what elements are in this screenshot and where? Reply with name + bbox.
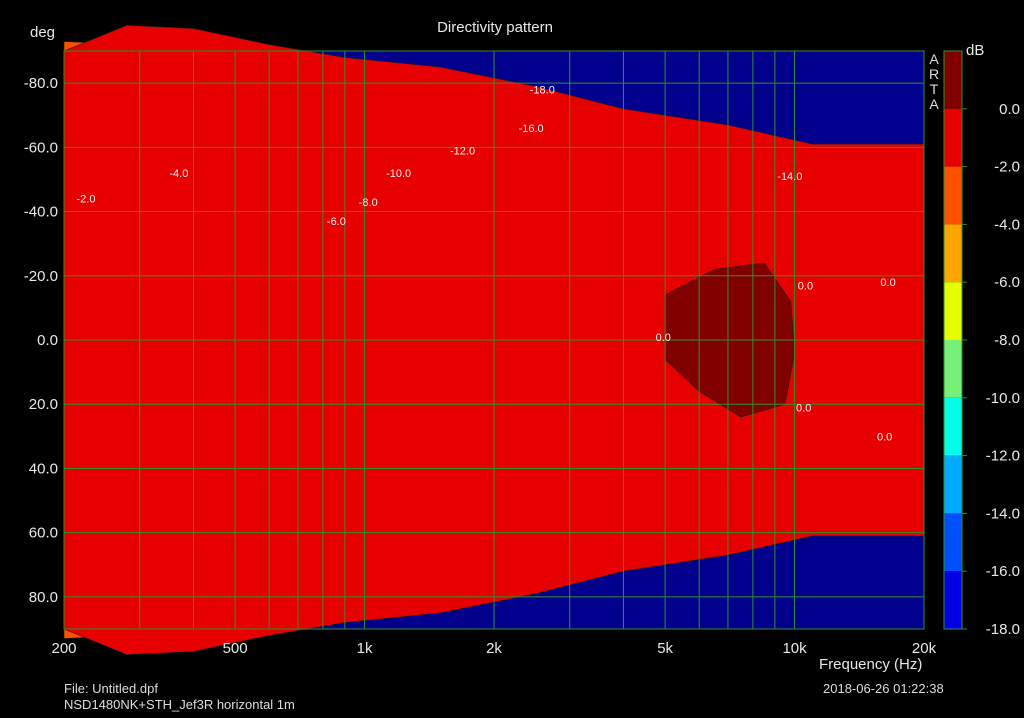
- contour-label: -16.0: [519, 123, 544, 135]
- colorbar-tick-label: -4.0: [994, 216, 1020, 233]
- colorbar-swatch: [944, 51, 962, 109]
- colorbar-swatch: [944, 455, 962, 514]
- contour-label: 0.0: [798, 280, 813, 292]
- colorbar-tick-label: -12.0: [986, 448, 1020, 465]
- colorbar-swatch: [944, 282, 962, 340]
- colorbar-tick-label: -2.0: [994, 159, 1020, 176]
- x-tick-label: 500: [223, 640, 248, 657]
- x-tick-label: 20k: [912, 640, 937, 657]
- y-tick-label: -80.0: [24, 75, 58, 92]
- contour-label: -4.0: [169, 168, 188, 180]
- x-axis-label: Frequency (Hz): [819, 656, 923, 673]
- contour-label: -6.0: [327, 216, 346, 228]
- colorbar-swatch: [944, 108, 962, 167]
- y-tick-label: 40.0: [29, 460, 58, 477]
- colorbar-tick-label: -6.0: [994, 274, 1020, 291]
- y-axis-unit: deg: [30, 24, 56, 41]
- x-tick-label: 200: [51, 640, 76, 657]
- file-name: File: Untitled.dpf: [64, 681, 158, 696]
- contour-label: 0.0: [656, 332, 671, 344]
- contour-label: -14.0: [777, 171, 802, 183]
- colorbar-tick-label: -18.0: [986, 621, 1020, 638]
- y-tick-label: 60.0: [29, 525, 58, 542]
- plot-frame: [63, 50, 925, 630]
- y-tick-label: 80.0: [29, 589, 58, 606]
- x-tick-label: 10k: [782, 640, 807, 657]
- x-tick-label: 2k: [486, 640, 502, 657]
- contour-label: 0.0: [880, 277, 895, 289]
- colorbar-tick-label: -16.0: [986, 563, 1020, 580]
- colorbar-unit: dB: [966, 42, 985, 59]
- y-tick-label: -40.0: [24, 204, 58, 221]
- contour-label: 0.0: [796, 402, 811, 414]
- colorbar-tick-label: -10.0: [986, 390, 1020, 407]
- colorbar-tick-label: -14.0: [986, 505, 1020, 522]
- colorbar-swatch: [944, 513, 962, 572]
- colorbar-swatch: [944, 224, 962, 283]
- colorbar-swatch: [944, 340, 962, 398]
- y-tick-label: 0.0: [37, 332, 58, 349]
- contour-label: 0.0: [877, 431, 892, 443]
- contour-label: -2.0: [77, 194, 96, 206]
- contour-label: -12.0: [450, 146, 475, 158]
- colorbar-swatch: [944, 397, 962, 456]
- timestamp: 2018-06-26 01:22:38: [823, 681, 944, 696]
- colorbar-swatch: [944, 571, 962, 629]
- contour-label: -18.0: [530, 85, 555, 97]
- measurement-description: NSD1480NK+STH_Jef3R horizontal 1m: [64, 697, 295, 712]
- chart-title: Directivity pattern: [437, 19, 553, 36]
- colorbar-swatch: [944, 166, 962, 225]
- contour-label: -8.0: [359, 197, 378, 209]
- x-tick-label: 5k: [657, 640, 673, 657]
- y-tick-label: -60.0: [24, 139, 58, 156]
- contour-label: -10.0: [386, 168, 411, 180]
- y-tick-label: -20.0: [24, 268, 58, 285]
- colorbar-tick-label: 0.0: [999, 101, 1020, 118]
- y-tick-label: 20.0: [29, 396, 58, 413]
- colorbar-tick-label: -8.0: [994, 332, 1020, 349]
- x-tick-label: 1k: [357, 640, 373, 657]
